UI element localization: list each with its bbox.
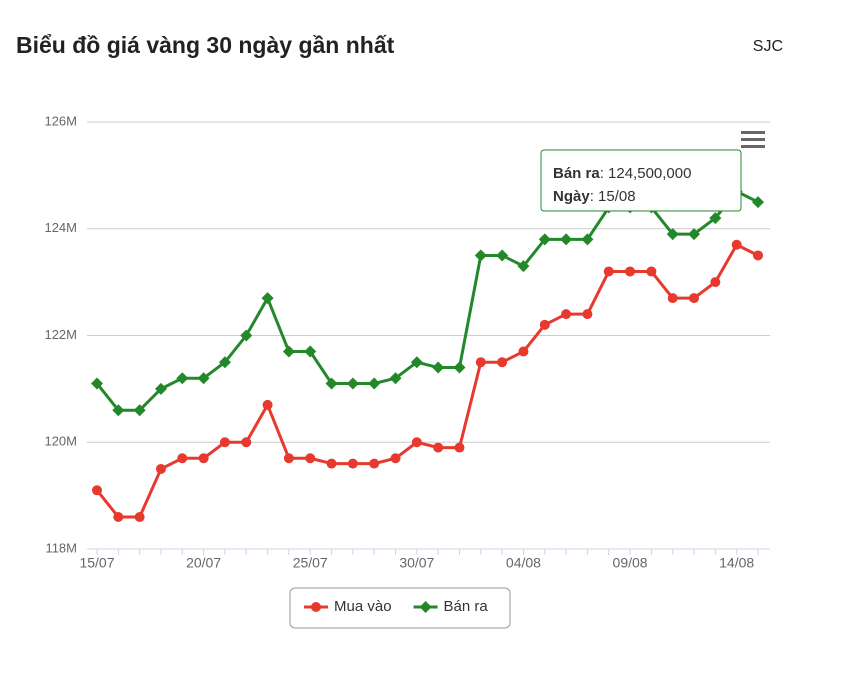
tooltip-line: Bán ra: 124,500,000	[553, 165, 691, 182]
chart-title: Biểu đồ giá vàng 30 ngày gần nhất	[16, 32, 395, 58]
data-point	[304, 345, 317, 358]
data-point	[346, 377, 359, 390]
tooltip-line: Ngày: 15/08	[553, 188, 636, 205]
legend-marker	[311, 602, 321, 612]
tooltip-box	[540, 149, 742, 212]
data-point	[262, 399, 273, 410]
data-point	[667, 293, 678, 304]
x-tick-label: 09/08	[613, 555, 648, 571]
data-point	[369, 458, 380, 469]
x-tick-label: 15/07	[79, 555, 114, 571]
data-point	[240, 329, 253, 342]
data-point	[731, 239, 742, 250]
tooltip-sep: :	[600, 165, 608, 182]
y-tick-label: 122M	[44, 327, 77, 342]
data-point	[305, 453, 316, 464]
data-point	[113, 511, 124, 522]
tooltip-sep: :	[590, 188, 598, 205]
x-tick-label: 04/08	[506, 555, 541, 571]
data-point	[133, 404, 146, 417]
data-point	[475, 357, 486, 368]
data-point	[496, 249, 509, 262]
data-point	[453, 361, 466, 374]
source-label: SJC	[753, 38, 783, 55]
data-point	[561, 309, 572, 320]
data-point	[282, 345, 295, 358]
x-tick-label: 20/07	[186, 555, 221, 571]
menu-icon[interactable]	[741, 131, 765, 148]
data-point	[197, 372, 210, 385]
data-point	[326, 458, 337, 469]
data-point	[474, 249, 487, 262]
series-line	[95, 189, 759, 412]
y-tick-label: 124M	[44, 220, 77, 235]
data-point	[112, 404, 125, 417]
data-point	[432, 361, 445, 374]
x-tick-label: 14/08	[719, 555, 754, 571]
tooltip-date-label: Ngày	[553, 188, 590, 205]
data-point	[688, 228, 701, 241]
data-point	[709, 212, 722, 225]
legend-label: Mua vào	[334, 598, 392, 615]
data-point	[92, 485, 102, 496]
menu-bar	[741, 131, 765, 134]
data-point	[454, 442, 465, 453]
data-point	[219, 437, 230, 448]
menu-bar	[741, 138, 765, 141]
data-point	[560, 233, 573, 246]
data-point	[625, 266, 636, 277]
data-point	[603, 266, 614, 277]
data-point	[241, 437, 252, 448]
menu-bar	[741, 145, 765, 148]
data-point	[177, 453, 188, 464]
x-tick-label: 30/07	[399, 555, 434, 571]
data-point	[154, 382, 167, 395]
data-point	[325, 377, 338, 390]
data-point	[410, 356, 423, 369]
tooltip: Bán ra: 124,500,000 Ngày: 15/08	[540, 149, 742, 212]
y-tick-label: 126M	[44, 113, 77, 128]
data-point	[517, 260, 530, 273]
data-point	[646, 266, 657, 277]
data-point	[581, 233, 594, 246]
data-point	[497, 357, 508, 368]
tooltip-value: 124,500,000	[608, 165, 691, 182]
data-point	[134, 511, 145, 522]
tooltip-date: 15/08	[598, 188, 636, 205]
data-point	[389, 372, 402, 385]
data-point	[433, 442, 444, 453]
data-point	[752, 196, 764, 209]
data-point	[390, 453, 401, 464]
data-point	[666, 228, 679, 241]
data-point	[283, 453, 294, 464]
data-point	[582, 309, 593, 320]
y-tick-label: 120M	[44, 434, 77, 449]
legend-marker	[419, 601, 432, 613]
data-point	[347, 458, 358, 469]
data-point	[218, 356, 231, 369]
data-point	[368, 377, 381, 390]
data-point	[198, 453, 209, 464]
data-point	[753, 250, 763, 261]
legend: Mua vào Bán ra	[289, 587, 511, 629]
data-point	[538, 233, 551, 246]
data-point	[91, 377, 103, 390]
data-point	[155, 463, 166, 474]
data-point	[689, 293, 700, 304]
data-point	[518, 346, 529, 357]
series-line	[95, 243, 759, 519]
legend-label: Bán ra	[444, 598, 489, 615]
data-point	[176, 372, 189, 385]
data-point	[539, 319, 550, 330]
y-tick-label: 118M	[45, 540, 77, 555]
x-tick-label: 25/07	[293, 555, 328, 571]
tooltip-series: Bán ra	[553, 165, 600, 182]
data-point	[261, 292, 274, 305]
data-point	[411, 437, 422, 448]
data-point	[710, 277, 721, 288]
legend-box	[289, 587, 511, 629]
